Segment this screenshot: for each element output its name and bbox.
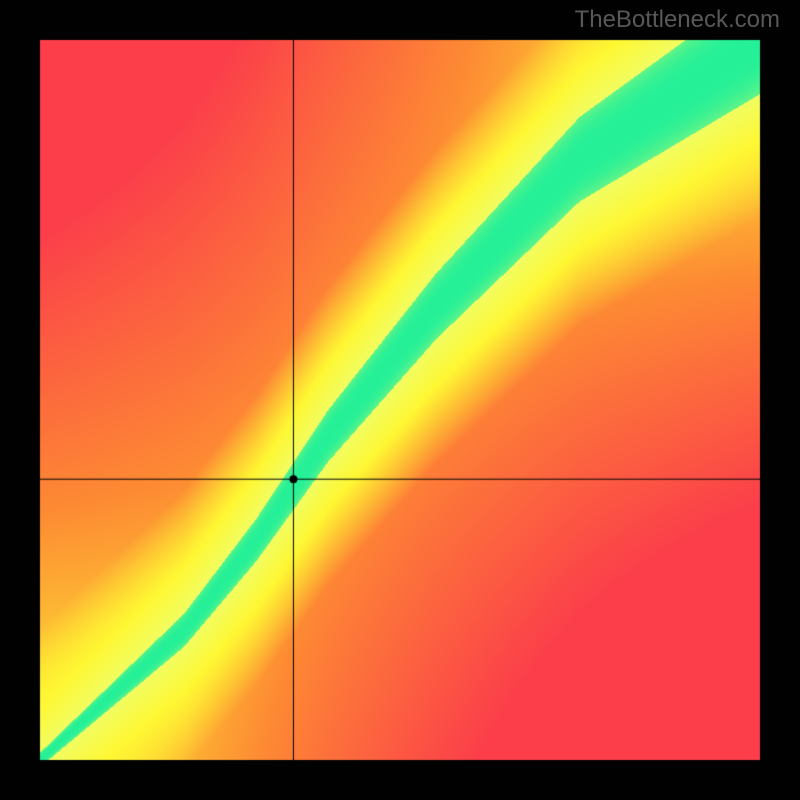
chart-container: TheBottleneck.com xyxy=(0,0,800,800)
bottleneck-heatmap xyxy=(0,0,800,800)
watermark-text: TheBottleneck.com xyxy=(575,6,780,34)
